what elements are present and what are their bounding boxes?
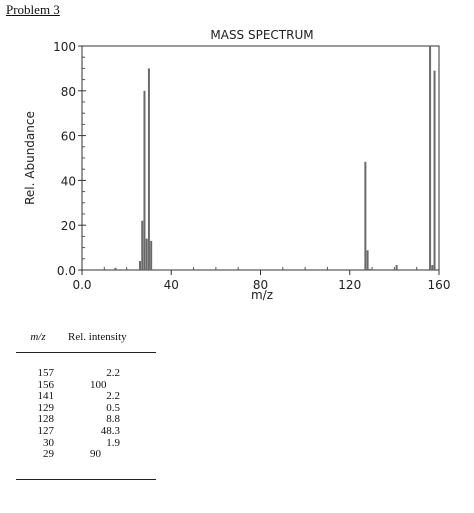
- x-tick-label: 40: [164, 278, 179, 292]
- x-tick-label: 80: [253, 278, 268, 292]
- y-tick-label: 40: [61, 174, 76, 188]
- peak-bar: [114, 267, 117, 270]
- row-mz: 127: [37, 424, 55, 437]
- peak-bar: [147, 68, 150, 271]
- y-axis-ticks: 0.0 20 40 60 80 100: [53, 40, 86, 278]
- table-row: 127 48.3: [16, 424, 156, 438]
- peak-bar: [431, 265, 434, 270]
- plot-frame: [81, 45, 440, 271]
- chart-title: MASS SPECTRUM: [210, 28, 313, 42]
- table-header: m/z Rel. intensity: [16, 327, 156, 347]
- row-mz: 157: [37, 367, 55, 379]
- peak-bars: [114, 46, 436, 271]
- table-row: 141 2.2: [16, 391, 156, 403]
- row-intensity: 48.3: [100, 424, 120, 437]
- table-row: 29 90: [16, 449, 156, 461]
- row-mz: 30: [43, 436, 54, 449]
- y-tick-label: 60: [61, 130, 76, 144]
- row-intensity: 8.8: [106, 413, 120, 426]
- row-intensity: 2.2: [106, 390, 120, 403]
- table-row: 30 1.9: [16, 436, 156, 450]
- row-intensity: 90: [90, 448, 101, 461]
- y-tick-label: 20: [61, 219, 76, 233]
- table-row: 156 100: [16, 378, 156, 392]
- header-mz: m/z: [30, 331, 46, 343]
- header-intensity: Rel. intensity: [68, 331, 127, 343]
- row-intensity: 1.9: [106, 436, 120, 449]
- peak-bar: [145, 238, 148, 270]
- peak-bar: [143, 90, 146, 270]
- x-tick-label: 120: [338, 278, 361, 292]
- problem-label: Problem 3: [6, 2, 60, 17]
- peak-bar: [364, 161, 367, 270]
- peak-bar: [141, 220, 144, 270]
- peak-bar: [150, 240, 153, 270]
- row-mz: 156: [37, 378, 55, 391]
- peak-bar: [395, 265, 398, 270]
- row-mz: 128: [37, 413, 55, 426]
- y-axis-label: Rel. Abundance: [23, 111, 37, 205]
- peak-bar: [368, 268, 371, 270]
- y-tick-label: 100: [53, 40, 76, 54]
- y-tick-label: 0.0: [57, 264, 76, 278]
- table-row: 157 2.2: [16, 367, 156, 380]
- table-top-rule: [16, 352, 156, 353]
- ion-intensity-table: m/z Rel. intensity 157 2.2 156 100 141 2.2 129…: [16, 327, 156, 480]
- x-tick-label: 160: [428, 278, 451, 292]
- table-body: 157 2.2 156 100 141 2.2 129 0.5 128 8.8 127 48.3 30 1…: [16, 353, 156, 461]
- mass-spectrum-chart: MASS SPECTRUM m/z Rel. Abundance 0.0 20 40…: [23, 28, 450, 302]
- peak-bar: [366, 250, 369, 270]
- x-tick-label: 0.0: [72, 278, 91, 292]
- row-intensity: 2.2: [106, 367, 120, 379]
- row-mz: 129: [37, 401, 55, 414]
- table-bottom-rule: [16, 478, 156, 480]
- peak-bar: [429, 46, 432, 270]
- x-axis-label: m/z: [251, 288, 273, 302]
- peak-bar: [433, 70, 436, 270]
- x-axis-ticks: 0.0 40 80 120 160: [72, 267, 450, 292]
- row-intensity: 100: [90, 378, 107, 391]
- row-intensity: 0.5: [106, 401, 120, 414]
- y-tick-label: 80: [61, 85, 76, 99]
- peak-bar: [139, 261, 142, 270]
- table-row: 129 0.5: [16, 401, 156, 415]
- table-row: 128 8.8: [16, 414, 156, 426]
- row-mz: 29: [43, 448, 54, 461]
- row-mz: 141: [37, 390, 55, 403]
